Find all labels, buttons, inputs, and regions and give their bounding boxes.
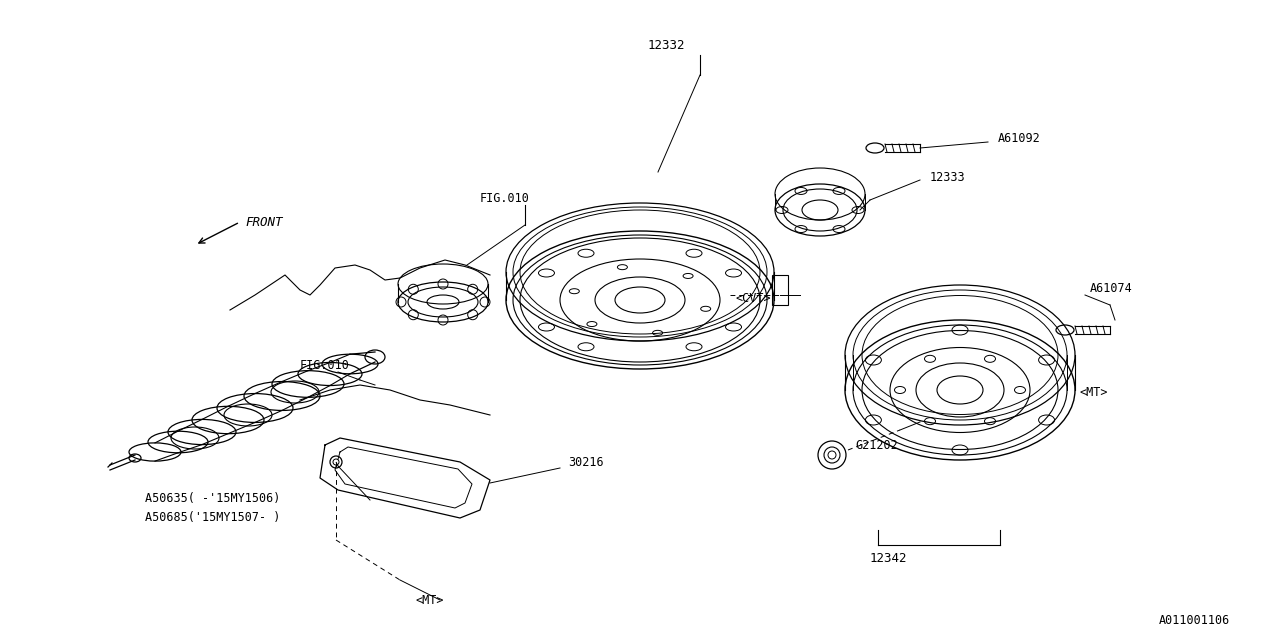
Text: A011001106: A011001106: [1158, 614, 1230, 627]
Text: A50685('15MY1507- ): A50685('15MY1507- ): [145, 511, 280, 525]
Bar: [772, 275, 788, 305]
Text: A50635( -'15MY1506): A50635( -'15MY1506): [145, 492, 280, 504]
Text: <MT>: <MT>: [1080, 385, 1108, 399]
Text: FRONT: FRONT: [244, 216, 283, 228]
Text: 12332: 12332: [648, 38, 685, 51]
Text: G21202: G21202: [855, 438, 897, 451]
Text: A61092: A61092: [998, 131, 1041, 145]
Text: <CVT>: <CVT>: [735, 291, 771, 305]
Text: FIG.010: FIG.010: [480, 191, 530, 205]
Text: 30216: 30216: [568, 456, 604, 468]
Circle shape: [333, 459, 339, 465]
Text: 12342: 12342: [869, 552, 906, 564]
Text: FIG.010: FIG.010: [300, 358, 349, 371]
Text: A61074: A61074: [1091, 282, 1133, 294]
Circle shape: [828, 451, 836, 459]
Text: 12333: 12333: [931, 170, 965, 184]
Text: <MT>: <MT>: [416, 593, 444, 607]
